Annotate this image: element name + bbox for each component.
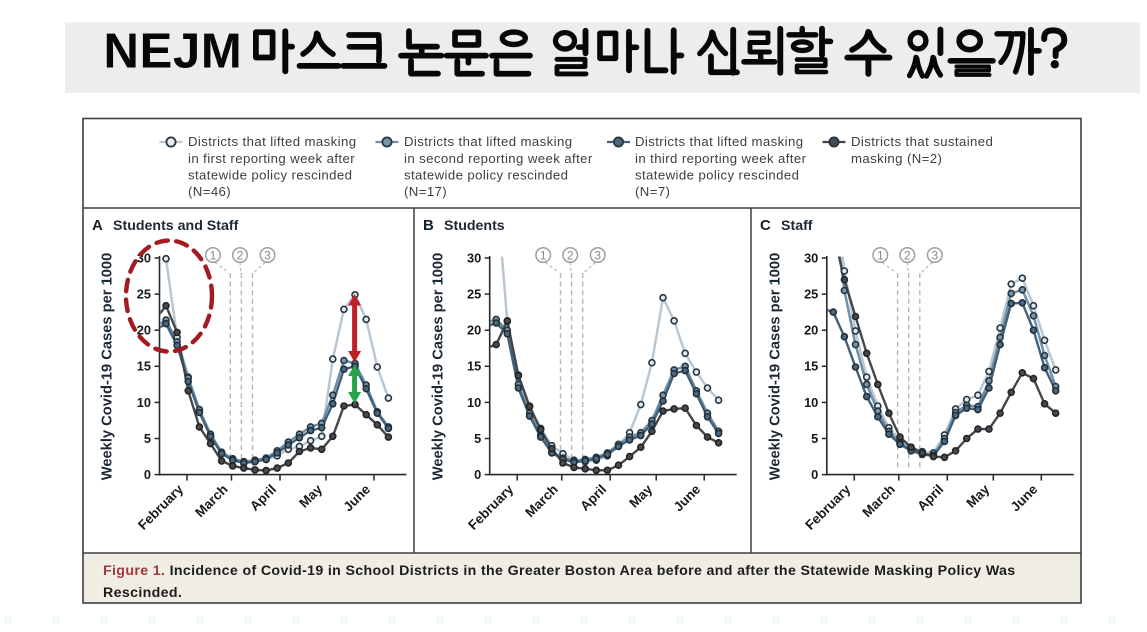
- svg-text:15: 15: [137, 359, 151, 374]
- svg-text:25: 25: [804, 287, 818, 302]
- svg-text:Rescinded.: Rescinded.: [103, 585, 182, 601]
- svg-text:(N=7): (N=7): [635, 184, 670, 199]
- svg-text:15: 15: [804, 359, 818, 374]
- svg-text:(N=17): (N=17): [404, 184, 447, 199]
- svg-text:B: B: [423, 217, 434, 234]
- svg-text:1: 1: [540, 248, 547, 262]
- svg-text:2: 2: [567, 248, 574, 262]
- svg-text:2: 2: [237, 248, 244, 262]
- svg-text:2: 2: [904, 248, 911, 262]
- svg-text:30: 30: [467, 250, 481, 265]
- svg-text:Districts that sustained: Districts that sustained: [851, 134, 993, 149]
- svg-text:in second reporting week after: in second reporting week after: [404, 151, 593, 166]
- svg-text:0: 0: [144, 467, 151, 482]
- svg-text:0: 0: [811, 467, 818, 482]
- svg-text:statewide policy rescinded: statewide policy rescinded: [404, 167, 568, 182]
- svg-text:in first reporting week after: in first reporting week after: [188, 151, 355, 166]
- svg-text:0: 0: [474, 467, 481, 482]
- svg-text:A: A: [92, 217, 103, 234]
- svg-text:10: 10: [467, 395, 481, 410]
- svg-text:Students: Students: [444, 218, 505, 234]
- svg-text:10: 10: [137, 395, 151, 410]
- svg-text:Districts that lifted masking: Districts that lifted masking: [404, 134, 572, 149]
- svg-text:Weekly Covid-19 Cases per 1000: Weekly Covid-19 Cases per 1000: [100, 253, 116, 481]
- svg-text:25: 25: [137, 287, 151, 302]
- svg-text:15: 15: [467, 359, 481, 374]
- svg-text:NEJM: NEJM: [104, 25, 243, 79]
- svg-text:20: 20: [467, 323, 481, 338]
- svg-text:statewide policy rescinded: statewide policy rescinded: [188, 167, 352, 182]
- svg-text:masking (N=2): masking (N=2): [851, 151, 942, 166]
- svg-text:Weekly Covid-19 Cases per 1000: Weekly Covid-19 Cases per 1000: [431, 253, 447, 481]
- svg-text:5: 5: [474, 431, 481, 446]
- svg-text:(N=46): (N=46): [188, 184, 231, 199]
- svg-text:3: 3: [594, 248, 601, 262]
- svg-text:Staff: Staff: [781, 218, 813, 234]
- svg-text:Weekly Covid-19 Cases per 1000: Weekly Covid-19 Cases per 1000: [768, 253, 784, 481]
- svg-text:Students and Staff: Students and Staff: [113, 218, 239, 234]
- svg-text:3: 3: [931, 248, 938, 262]
- svg-text:in third reporting week after: in third reporting week after: [635, 151, 807, 166]
- svg-text:5: 5: [811, 431, 818, 446]
- svg-text:3: 3: [264, 248, 271, 262]
- svg-text:10: 10: [804, 395, 818, 410]
- svg-text:5: 5: [144, 431, 151, 446]
- svg-text:1: 1: [877, 248, 884, 262]
- svg-text:Figure 1. Incidence of Covid-1: Figure 1. Incidence of Covid-19 in Schoo…: [103, 563, 1016, 579]
- svg-text:Districts that lifted masking: Districts that lifted masking: [188, 134, 356, 149]
- svg-text:25: 25: [467, 287, 481, 302]
- svg-text:Districts that lifted masking: Districts that lifted masking: [635, 134, 803, 149]
- svg-text:20: 20: [804, 323, 818, 338]
- svg-text:statewide policy rescinded: statewide policy rescinded: [635, 167, 799, 182]
- svg-text:1: 1: [210, 248, 217, 262]
- svg-text:C: C: [760, 217, 771, 234]
- svg-text:20: 20: [137, 323, 151, 338]
- svg-text:30: 30: [804, 250, 818, 265]
